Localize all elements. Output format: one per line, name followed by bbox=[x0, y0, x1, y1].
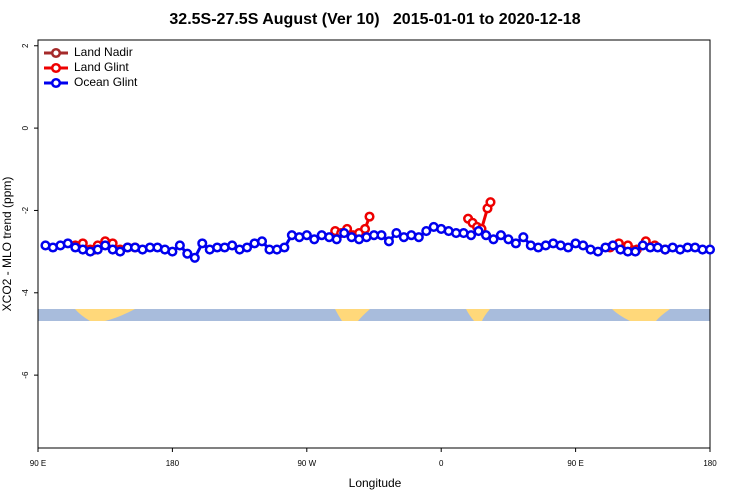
legend-label: Land Glint bbox=[74, 60, 129, 74]
point bbox=[301, 230, 312, 241]
point bbox=[383, 236, 394, 247]
point bbox=[242, 242, 253, 253]
y-tick-label: -2 bbox=[21, 206, 30, 214]
point bbox=[339, 228, 350, 239]
point bbox=[189, 252, 200, 263]
point bbox=[364, 211, 375, 222]
point bbox=[495, 230, 506, 241]
x-tick-label: 180 bbox=[703, 459, 717, 468]
x-tick-label: 0 bbox=[439, 459, 444, 468]
point bbox=[503, 234, 514, 245]
point bbox=[473, 225, 484, 237]
point bbox=[563, 242, 574, 253]
point bbox=[62, 238, 73, 249]
legend-marker bbox=[50, 77, 62, 89]
plot-frame bbox=[37, 39, 711, 449]
point bbox=[279, 242, 290, 253]
y-tick-label: 2 bbox=[21, 43, 30, 48]
point bbox=[100, 240, 111, 251]
point bbox=[376, 230, 387, 241]
point bbox=[630, 246, 641, 257]
point bbox=[466, 230, 477, 241]
point bbox=[115, 246, 126, 257]
y-axis-label: XCO2 - MLO trend (ppm) bbox=[0, 177, 14, 312]
point bbox=[413, 232, 424, 243]
point bbox=[480, 230, 492, 241]
point bbox=[488, 234, 499, 245]
point bbox=[309, 234, 320, 245]
point bbox=[331, 234, 342, 245]
point bbox=[182, 248, 193, 259]
x-tick-label: 90 E bbox=[30, 459, 46, 468]
point bbox=[485, 197, 496, 208]
chart-title: 32.5S-27.5S August (Ver 10) 2015-01-01 t… bbox=[169, 11, 580, 28]
point bbox=[359, 223, 371, 235]
point bbox=[174, 240, 185, 251]
legend-label: Ocean Glint bbox=[74, 75, 138, 89]
point bbox=[578, 240, 589, 251]
point bbox=[167, 246, 178, 257]
y-tick-label: -4 bbox=[21, 289, 30, 297]
point bbox=[510, 238, 521, 249]
y-tick-label: 0 bbox=[21, 125, 30, 130]
point bbox=[704, 244, 716, 255]
point bbox=[92, 244, 103, 255]
legend-marker bbox=[50, 62, 62, 74]
point bbox=[518, 232, 529, 243]
point bbox=[607, 240, 618, 251]
x-axis-label: Longitude bbox=[349, 476, 402, 490]
legend-label: Land Nadir bbox=[74, 45, 133, 59]
point bbox=[592, 246, 604, 257]
point bbox=[227, 240, 238, 251]
point bbox=[197, 238, 208, 249]
y-tick-label: -6 bbox=[21, 371, 30, 379]
map-strip bbox=[38, 309, 710, 321]
legend-marker bbox=[50, 47, 62, 59]
x-tick-label: 90 E bbox=[567, 459, 583, 468]
point bbox=[256, 236, 268, 247]
point bbox=[391, 228, 402, 239]
point bbox=[421, 225, 432, 237]
x-tick-label: 180 bbox=[166, 459, 180, 468]
x-tick-label: 90 W bbox=[297, 459, 316, 468]
